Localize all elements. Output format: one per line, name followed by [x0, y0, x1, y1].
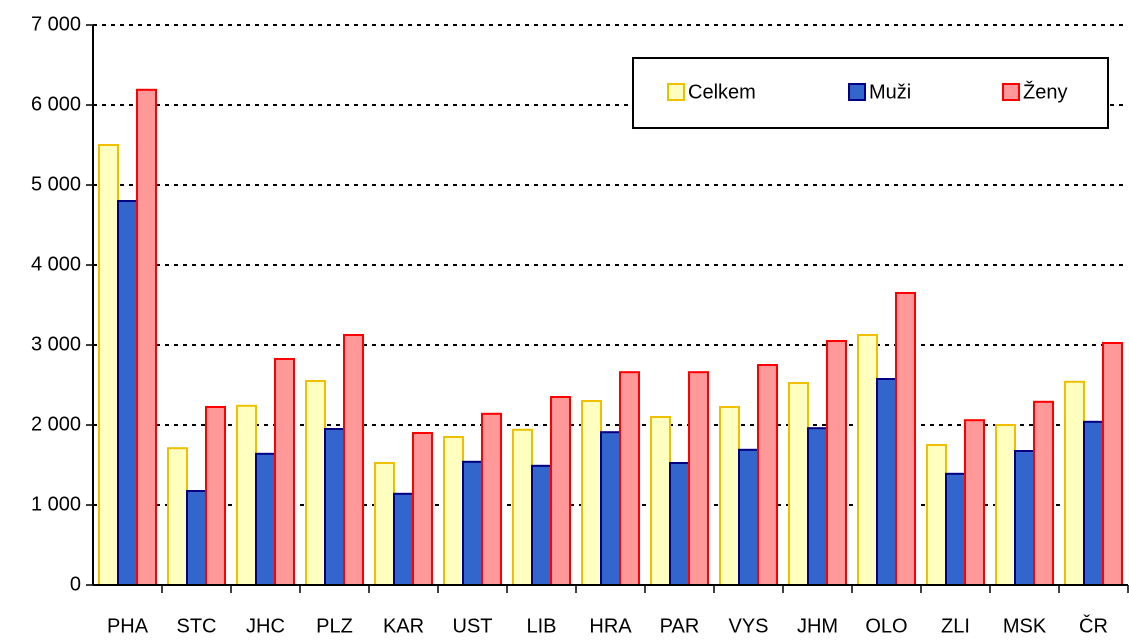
bar	[167, 447, 188, 587]
x-tick-label: PHA	[107, 615, 149, 637]
bar	[857, 334, 878, 586]
bar	[550, 396, 571, 586]
bar	[343, 334, 364, 586]
bar	[669, 462, 690, 586]
bar	[1102, 342, 1123, 586]
x-tick-label: UST	[453, 615, 493, 637]
y-tick-label: 6 000	[31, 93, 81, 115]
bar	[512, 428, 533, 586]
bar	[688, 371, 709, 587]
bar	[443, 436, 464, 586]
legend-label: Celkem	[688, 81, 756, 103]
x-tick-label: JHC	[246, 615, 285, 637]
x-tick-label: ČR	[1079, 614, 1108, 637]
bar	[945, 472, 966, 586]
bar	[738, 448, 759, 586]
x-tick-label: VYS	[728, 615, 768, 637]
y-tick-label: 2 000	[31, 413, 81, 435]
bar	[374, 462, 395, 586]
bar	[236, 404, 257, 586]
bar	[186, 490, 207, 586]
legend-label: Ženy	[1023, 80, 1067, 103]
bar	[393, 492, 414, 586]
y-tick-label: 3 000	[31, 333, 81, 355]
bar	[757, 364, 778, 586]
bar	[926, 444, 947, 586]
bar	[98, 144, 119, 586]
y-tick-label: 5 000	[31, 173, 81, 195]
bar	[895, 292, 916, 586]
bar	[255, 452, 276, 586]
bar	[826, 340, 847, 586]
bar	[650, 416, 671, 586]
bar	[876, 378, 897, 586]
legend	[632, 57, 1109, 129]
x-tick-label: PAR	[660, 615, 700, 637]
bar	[274, 358, 295, 586]
x-tick-label: JHM	[797, 615, 838, 637]
legend-label: Muži	[869, 81, 911, 103]
y-tick-label: 4 000	[31, 253, 81, 275]
y-tick-label: 0	[70, 573, 81, 595]
bar	[117, 200, 138, 586]
bar	[964, 419, 985, 587]
x-tick-label: MSK	[1003, 615, 1047, 637]
bar	[1014, 450, 1035, 586]
bar	[807, 427, 828, 587]
legend-swatch	[1002, 83, 1020, 101]
x-tick-label: OLO	[865, 615, 907, 637]
bar	[136, 88, 157, 587]
bar	[324, 428, 345, 586]
bar	[205, 406, 226, 586]
bar	[600, 431, 621, 587]
bar	[462, 460, 483, 586]
bar	[995, 424, 1016, 586]
x-tick-label: PLZ	[316, 615, 353, 637]
x-tick-label: LIB	[526, 615, 556, 637]
bar	[531, 464, 552, 586]
x-tick-label: ZLI	[941, 615, 970, 637]
legend-swatch	[667, 83, 685, 101]
y-tick-label: 7 000	[31, 13, 81, 35]
x-tick-label: KAR	[383, 615, 424, 637]
bar	[1083, 420, 1104, 586]
bar	[788, 382, 809, 586]
legend-swatch	[848, 83, 866, 101]
bar	[581, 400, 602, 586]
bar	[1033, 400, 1054, 586]
bar	[719, 406, 740, 586]
bar	[1064, 380, 1085, 586]
x-tick-label: STC	[177, 615, 217, 637]
bar	[412, 432, 433, 586]
y-tick-label: 1 000	[31, 493, 81, 515]
bar	[619, 371, 640, 587]
x-tick-label: HRA	[589, 615, 632, 637]
bar	[305, 380, 326, 586]
bar	[481, 412, 502, 586]
